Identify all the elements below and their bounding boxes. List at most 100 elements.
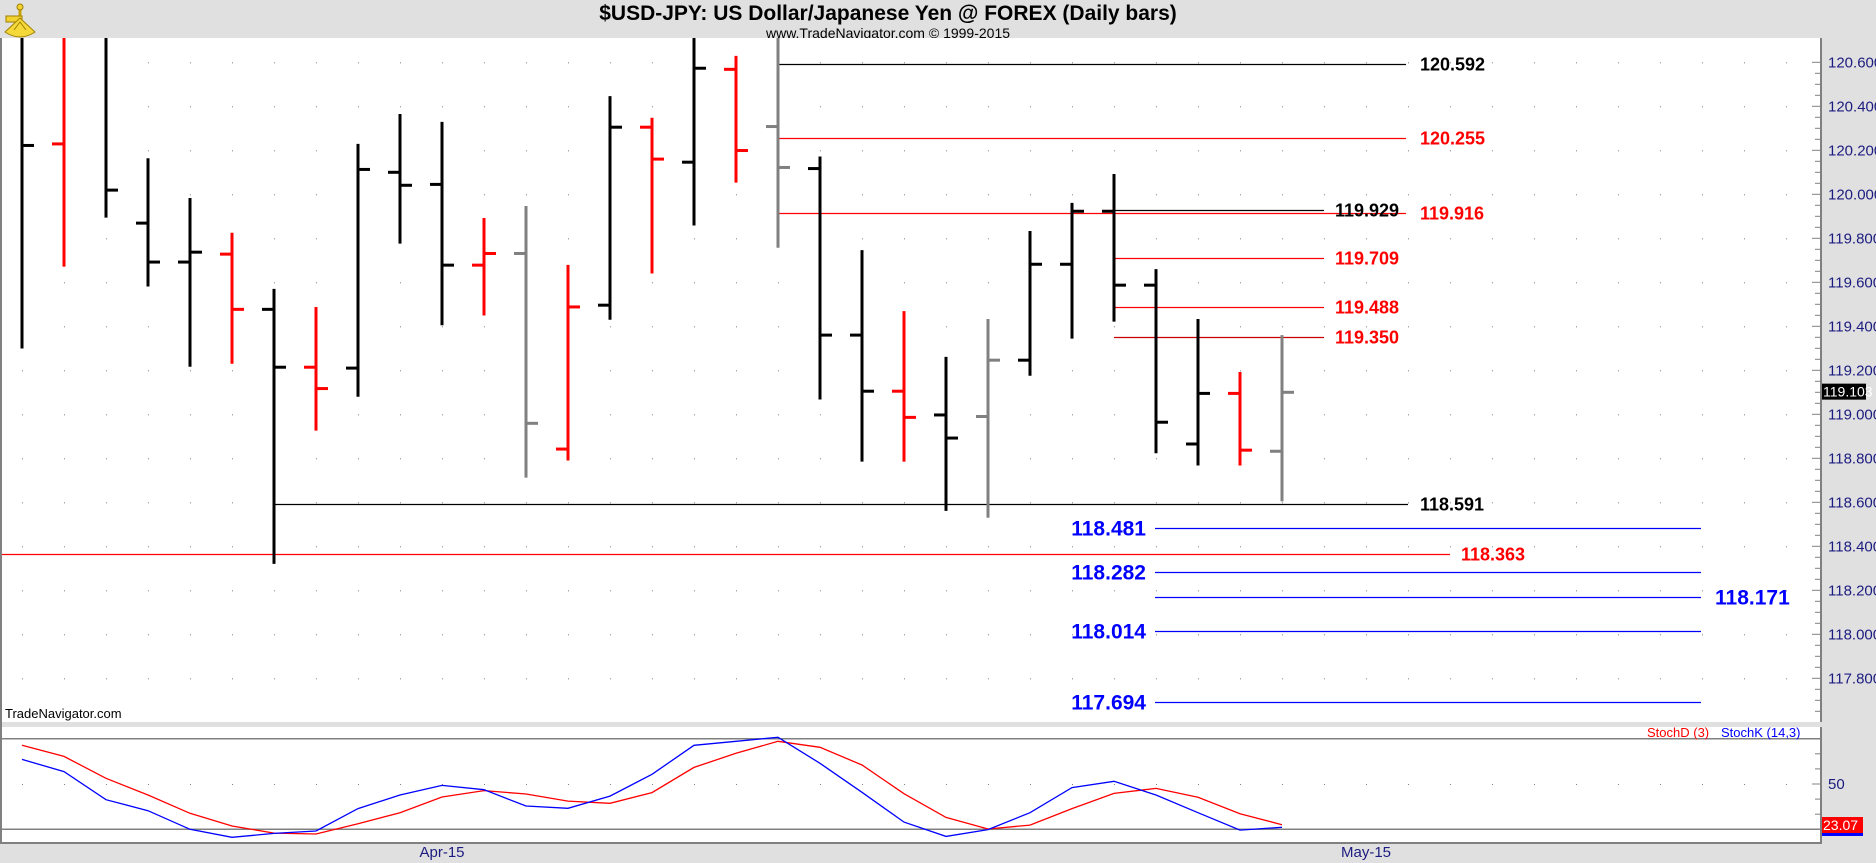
grid-dot xyxy=(274,678,275,680)
grid-dot xyxy=(862,62,863,64)
ohlc-bar xyxy=(598,96,622,320)
grid-dot xyxy=(1240,502,1241,504)
grid-dot xyxy=(736,546,737,548)
grid-dot xyxy=(1282,502,1283,504)
grid-dot xyxy=(1702,634,1703,636)
grid-dot xyxy=(106,458,107,460)
grid-dot xyxy=(1450,502,1451,504)
ohlc-bar xyxy=(724,55,748,183)
ohlc-bar xyxy=(892,311,916,462)
grid-dot xyxy=(316,784,317,785)
grid-dot xyxy=(22,502,23,504)
stoch-tick-label: 50 xyxy=(1828,776,1845,793)
grid-dot xyxy=(1240,678,1241,680)
grid-dot xyxy=(1072,150,1073,152)
grid-dot xyxy=(1240,150,1241,152)
grid-dot xyxy=(1492,634,1493,636)
grid-dot xyxy=(1660,194,1661,196)
grid-dot xyxy=(694,414,695,416)
grid-dot xyxy=(904,678,905,680)
grid-dot xyxy=(526,150,527,152)
grid-dot xyxy=(484,634,485,636)
grid-dot xyxy=(1198,150,1199,152)
grid-dot xyxy=(64,458,65,460)
grid-dot xyxy=(1660,546,1661,548)
level-label: 118.363 xyxy=(1461,545,1525,565)
grid-dot xyxy=(1072,458,1073,460)
grid-dot xyxy=(652,502,653,504)
grid-dot xyxy=(820,150,821,152)
grid-dot xyxy=(1702,62,1703,64)
grid-dot xyxy=(694,458,695,460)
grid-dot xyxy=(1072,414,1073,416)
grid-dot xyxy=(1324,106,1325,108)
grid-dot xyxy=(1492,458,1493,460)
grid-dot xyxy=(652,458,653,460)
grid-dot xyxy=(1408,106,1409,108)
grid-dot xyxy=(526,634,527,636)
grid-dot xyxy=(1156,106,1157,108)
grid-dot xyxy=(484,502,485,504)
grid-dot xyxy=(820,106,821,108)
level-label: 119.709 xyxy=(1335,249,1399,269)
grid-dot xyxy=(1786,414,1787,416)
grid-dot xyxy=(820,678,821,680)
grid-dot xyxy=(1282,238,1283,240)
grid-dot xyxy=(316,106,317,108)
grid-dot xyxy=(1744,106,1745,108)
grid-dot xyxy=(988,150,989,152)
grid-dot xyxy=(1492,106,1493,108)
grid-dot xyxy=(1450,458,1451,460)
grid-dot xyxy=(1030,546,1031,548)
grid-dot xyxy=(148,414,149,416)
grid-dot xyxy=(904,282,905,284)
grid-dot xyxy=(442,326,443,328)
grid-dot xyxy=(526,784,527,785)
grid-dot xyxy=(358,106,359,108)
grid-dot xyxy=(1576,150,1577,152)
grid-dot xyxy=(526,106,527,108)
grid-dot xyxy=(1744,634,1745,636)
grid-dot xyxy=(190,414,191,416)
grid-dot xyxy=(232,590,233,592)
grid-dot xyxy=(442,370,443,372)
series-stochd xyxy=(21,740,1283,835)
grid-dot xyxy=(1786,590,1787,592)
grid-dot xyxy=(1576,414,1577,416)
grid-dot xyxy=(1198,194,1199,196)
grid-dot xyxy=(1030,634,1031,636)
grid-dot xyxy=(400,784,401,785)
ohlc-bar xyxy=(1228,372,1252,466)
grid-dot xyxy=(484,106,485,108)
grid-dot xyxy=(316,150,317,152)
grid-dot xyxy=(652,326,653,328)
grid-dot xyxy=(148,62,149,64)
grid-dot xyxy=(610,784,611,785)
grid-dot xyxy=(946,590,947,592)
grid-dot xyxy=(22,458,23,460)
grid-dot xyxy=(1534,282,1535,284)
grid-dot xyxy=(274,784,275,785)
grid-dot xyxy=(316,634,317,636)
grid-dot xyxy=(400,414,401,416)
grid-dot xyxy=(1324,634,1325,636)
grid-dot xyxy=(988,62,989,64)
grid-dot xyxy=(106,326,107,328)
grid-dot xyxy=(1114,106,1115,108)
grid-dot xyxy=(1492,150,1493,152)
grid-dot xyxy=(1156,784,1157,785)
grid-dot xyxy=(190,370,191,372)
ohlc-bar xyxy=(766,38,790,248)
grid-dot xyxy=(1576,502,1577,504)
y-tick-label: 120.200 xyxy=(1828,142,1876,159)
grid-dot xyxy=(1156,458,1157,460)
grid-dot xyxy=(1534,784,1535,785)
ohlc-bar xyxy=(178,198,202,367)
ohlc-bar xyxy=(1144,269,1168,454)
grid-dot xyxy=(442,502,443,504)
grid-dot xyxy=(988,634,989,636)
grid-dot xyxy=(1618,370,1619,372)
grid-dot xyxy=(1324,282,1325,284)
grid-dot xyxy=(778,282,779,284)
